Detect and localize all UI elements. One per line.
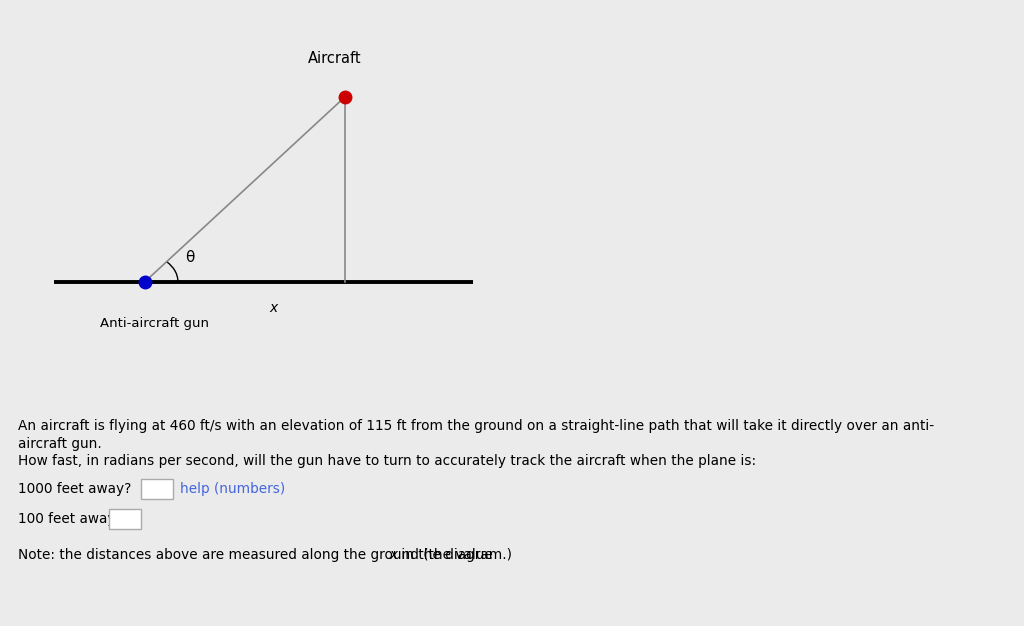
Text: 1000 feet away?: 1000 feet away? — [18, 483, 131, 496]
Text: Note: the distances above are measured along the ground (the value: Note: the distances above are measured a… — [18, 548, 497, 562]
Text: in the diagram.): in the diagram.) — [397, 548, 512, 562]
Text: How fast, in radians per second, will the gun have to turn to accurately track t: How fast, in radians per second, will th… — [18, 454, 756, 468]
Text: help (numbers): help (numbers) — [180, 483, 286, 496]
Text: x: x — [390, 548, 398, 562]
Text: aircraft gun.: aircraft gun. — [18, 436, 101, 451]
Text: Aircraft: Aircraft — [308, 51, 361, 66]
FancyBboxPatch shape — [141, 480, 173, 500]
Text: Anti-aircraft gun: Anti-aircraft gun — [99, 317, 209, 330]
Text: θ: θ — [185, 250, 195, 265]
Text: An aircraft is flying at 460 ft/s with an elevation of 115 ft from the ground on: An aircraft is flying at 460 ft/s with a… — [18, 419, 934, 433]
Text: x: x — [269, 301, 278, 316]
FancyBboxPatch shape — [109, 510, 141, 529]
Text: 100 feet away?: 100 feet away? — [18, 512, 123, 526]
